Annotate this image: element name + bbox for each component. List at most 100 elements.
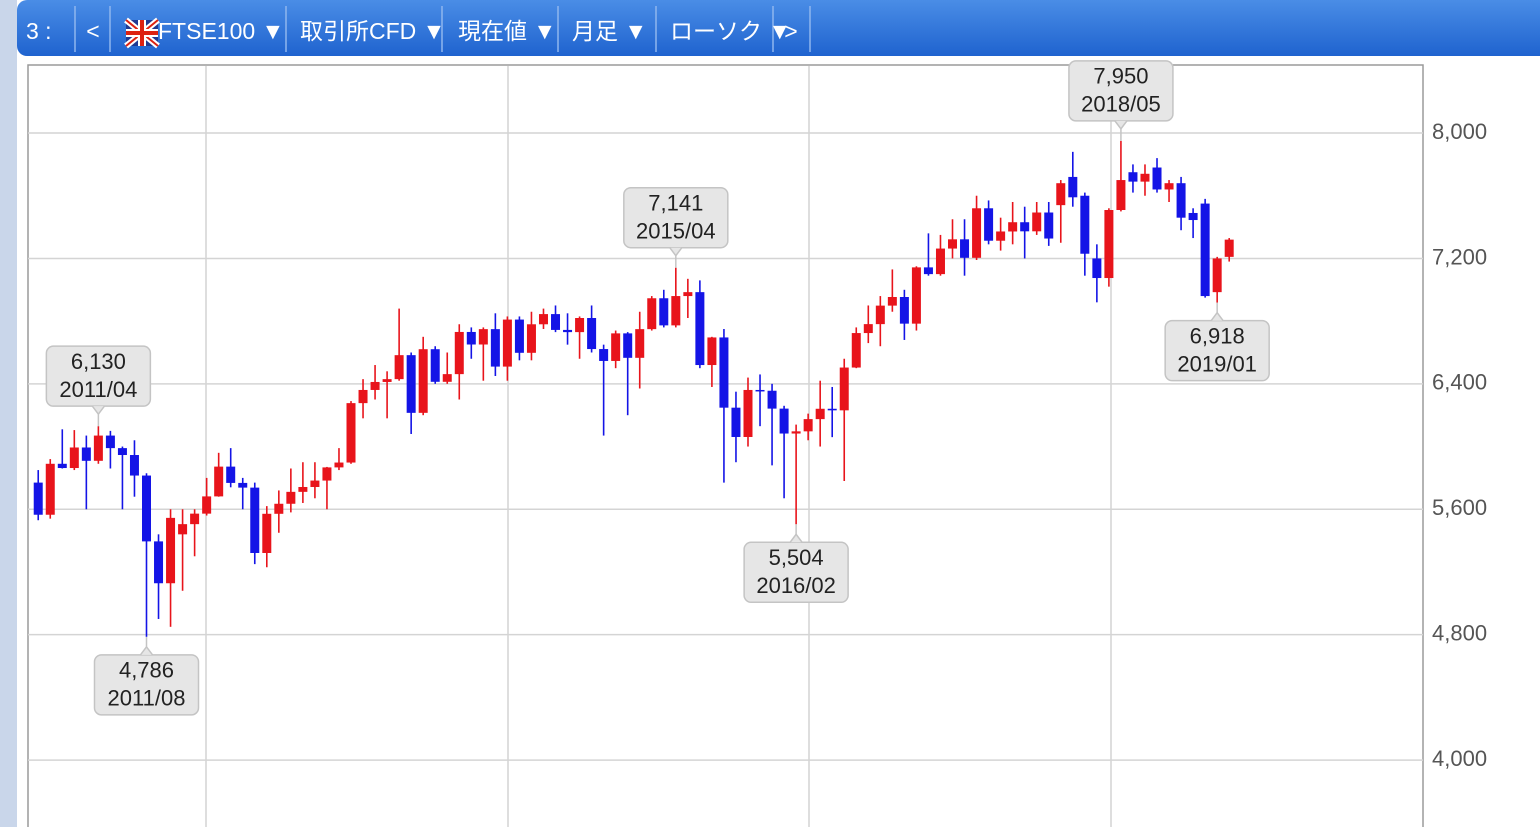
candle-body <box>214 466 224 497</box>
candle-body <box>262 513 272 553</box>
candle-body <box>57 463 67 469</box>
candle-body <box>575 318 585 333</box>
candle-body <box>1164 183 1174 190</box>
next-button[interactable]: > <box>784 18 797 44</box>
callout-pointer <box>789 533 803 543</box>
candle-body <box>514 319 524 353</box>
candle-body <box>827 408 837 411</box>
candle-body <box>1092 258 1102 279</box>
candle-body <box>430 349 440 382</box>
candle-body <box>1044 212 1054 239</box>
candle-body <box>755 389 765 392</box>
candle-body <box>863 324 873 334</box>
candle-body <box>719 337 729 408</box>
candle-body <box>815 408 825 420</box>
candle-body <box>935 248 945 275</box>
candle-body <box>851 333 861 368</box>
prev-button[interactable]: < <box>86 18 99 44</box>
price-callout: 5,504 2016/02 <box>743 524 849 604</box>
plot-area <box>27 64 1424 827</box>
candle-body <box>1056 183 1066 206</box>
candle-body <box>1080 195 1090 254</box>
callout-pointer <box>1210 311 1224 322</box>
candle-body <box>911 267 921 324</box>
candle-body <box>791 431 801 434</box>
chart-type-dropdown[interactable]: ローソク ▼ <box>670 18 791 44</box>
callout-date: 2019/01 <box>1177 351 1257 376</box>
candle-body <box>250 487 260 553</box>
callout-pointer <box>91 405 105 416</box>
candle-body <box>226 466 236 483</box>
y-tick-label: 8,000 <box>1432 119 1487 144</box>
price-callout: 6,918 2019/01 <box>1164 302 1270 382</box>
candle-body <box>466 331 476 345</box>
uk-flag-icon <box>124 17 160 49</box>
candle-body <box>671 296 681 326</box>
candle-body <box>202 496 212 514</box>
candle-body <box>743 389 753 437</box>
candle-body <box>960 239 970 258</box>
period-dropdown[interactable]: 月足 ▼ <box>572 18 647 44</box>
y-tick-label: 7,200 <box>1432 244 1487 269</box>
price-dropdown[interactable]: 現在値 ▼ <box>458 18 556 44</box>
vertical-grid <box>205 66 1112 827</box>
callout-date: 2018/05 <box>1081 92 1161 117</box>
callout-date: 2016/02 <box>756 573 836 598</box>
candle-body <box>695 292 705 366</box>
candle-body <box>647 298 657 330</box>
candle-body <box>803 419 813 432</box>
candle-body <box>1068 176 1078 198</box>
candle-body <box>490 329 500 367</box>
y-tick-label: 5,600 <box>1432 495 1487 520</box>
candle-body <box>154 541 164 584</box>
candle-body <box>502 319 512 367</box>
candle-body <box>875 305 885 325</box>
candle-body <box>382 379 392 382</box>
candle-body <box>587 318 597 350</box>
price-callout: 6,130 2011/04 <box>45 345 152 427</box>
callout-date: 2011/04 <box>59 377 137 402</box>
candle-body <box>105 435 115 449</box>
toolbar-item[interactable]: 3 : <box>26 18 52 44</box>
candle-body <box>286 491 296 504</box>
y-tick-label: 4,000 <box>1432 746 1487 771</box>
candle-body <box>1200 203 1210 297</box>
candle-body <box>406 355 416 413</box>
y-tick-label: 4,800 <box>1432 620 1487 645</box>
candle-body <box>887 297 897 306</box>
candle-body <box>839 367 849 411</box>
symbol-dropdown[interactable]: FTSE100 ▼ <box>158 18 284 44</box>
callout-value: 7,141 <box>648 191 703 216</box>
candle-body <box>551 314 561 330</box>
callout-box <box>1068 60 1174 122</box>
candle-body <box>1152 167 1162 190</box>
market-dropdown[interactable]: 取引所CFD ▼ <box>300 18 445 44</box>
callout-pointer <box>139 645 154 656</box>
callout-value: 5,504 <box>769 545 824 570</box>
candle-body <box>923 267 933 275</box>
candle-body <box>298 486 308 492</box>
candle-body <box>611 333 621 361</box>
candle-body <box>190 513 200 525</box>
candle-body <box>1140 173 1150 182</box>
candle-body <box>346 403 356 463</box>
toolbar-separators <box>74 6 811 52</box>
plot-layer: 4,000 4,800 5,600 6,400 7,200 8,000 6,130 2011/… <box>28 60 1487 771</box>
candle-body <box>779 408 789 434</box>
candle-body <box>418 349 428 413</box>
candle-body <box>984 208 994 241</box>
candle-body <box>69 447 79 469</box>
candle-body <box>1032 212 1042 232</box>
candle-body <box>166 517 176 584</box>
candle-body <box>659 298 669 326</box>
candle-body <box>454 331 464 375</box>
candle-body <box>1176 183 1186 218</box>
candle-body <box>478 329 488 345</box>
candle-body <box>358 389 368 404</box>
candle-body <box>178 524 188 535</box>
candle-body <box>394 355 404 380</box>
candle-body <box>45 463 55 515</box>
callout-value: 6,918 <box>1190 323 1245 348</box>
price-callout: 7,141 2015/04 <box>623 186 729 268</box>
